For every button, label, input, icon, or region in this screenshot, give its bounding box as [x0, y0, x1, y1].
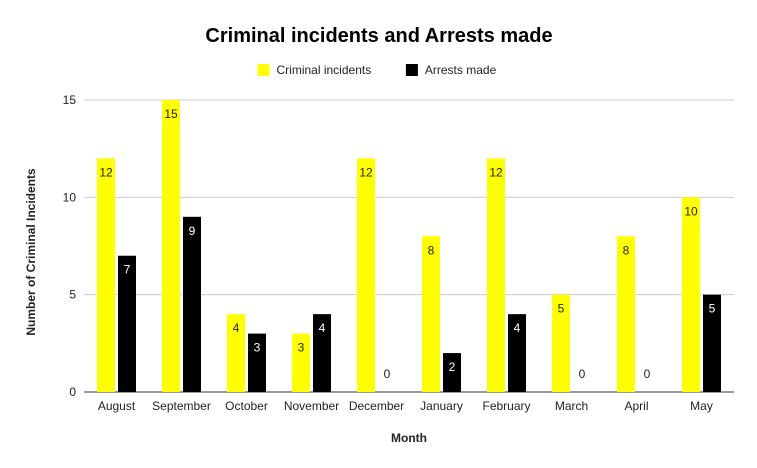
data-label: 3 — [298, 341, 305, 355]
bar-criminal-incidents[interactable] — [487, 158, 505, 392]
data-label: 9 — [189, 224, 196, 238]
data-label: 8 — [428, 243, 435, 257]
y-tick-label: 15 — [63, 93, 77, 107]
x-tick-label: May — [690, 399, 713, 413]
x-axis-title: Month — [391, 431, 427, 445]
bar-arrests-made[interactable] — [508, 314, 526, 392]
y-axis-ticks: 0 5 10 15 — [63, 93, 77, 399]
x-tick-label: December — [349, 399, 404, 413]
data-label: 0 — [579, 367, 586, 381]
x-tick-label: November — [284, 399, 339, 413]
data-label: 5 — [558, 302, 565, 316]
bar-criminal-incidents[interactable] — [552, 294, 570, 392]
data-label: 0 — [384, 367, 391, 381]
bar-criminal-incidents[interactable] — [292, 333, 310, 392]
bar-criminal-incidents[interactable] — [357, 158, 375, 392]
y-tick-label: 10 — [63, 190, 77, 204]
x-tick-label: October — [225, 399, 268, 413]
x-tick-label: September — [152, 399, 211, 413]
data-label: 4 — [319, 321, 326, 335]
bar-arrests-made[interactable] — [313, 314, 331, 392]
bar-criminal-incidents[interactable] — [682, 197, 700, 392]
x-tick-label: February — [482, 399, 530, 413]
bar-criminal-incidents[interactable] — [227, 314, 245, 392]
x-tick-label: April — [624, 399, 648, 413]
data-label: 12 — [489, 165, 503, 179]
bar-arrests-made[interactable] — [443, 353, 461, 392]
chart-title: Criminal incidents and Arrests made — [205, 25, 552, 47]
legend-label[interactable]: Arrests made — [425, 63, 497, 77]
legend-swatch — [257, 64, 270, 76]
data-label: 2 — [449, 360, 456, 374]
y-axis-title: Number of Criminal Incidents — [24, 168, 38, 336]
x-tick-label: August — [98, 399, 136, 413]
x-axis-ticks: August September October November December Ja… — [98, 399, 713, 413]
data-label: 0 — [644, 367, 651, 381]
data-label: 10 — [684, 204, 698, 218]
data-label: 5 — [709, 302, 716, 316]
x-tick-label: January — [420, 399, 463, 413]
data-label: 15 — [164, 107, 178, 121]
gridlines — [84, 99, 734, 393]
x-tick-label: March — [555, 399, 588, 413]
data-label: 12 — [99, 165, 113, 179]
data-label: 12 — [359, 165, 373, 179]
legend-swatch — [405, 64, 418, 76]
y-tick-label: 5 — [69, 288, 76, 302]
bar-arrests-made[interactable] — [118, 255, 136, 392]
bar-arrests-made[interactable] — [248, 333, 266, 392]
bar-criminal-incidents[interactable] — [617, 236, 635, 392]
data-label: 3 — [254, 341, 261, 355]
data-label: 4 — [514, 321, 521, 335]
data-label: 8 — [623, 243, 630, 257]
y-tick-label: 0 — [69, 385, 76, 399]
bar-arrests-made[interactable] — [183, 216, 201, 392]
bar-criminal-incidents[interactable] — [162, 100, 180, 392]
data-label: 4 — [233, 321, 240, 335]
legend-label[interactable]: Criminal incidents — [277, 63, 372, 77]
bar-criminal-incidents[interactable] — [422, 236, 440, 392]
legend: Criminal incidents Arrests made — [257, 63, 497, 77]
bar-arrests-made[interactable] — [703, 294, 721, 392]
bar-criminal-incidents[interactable] — [97, 158, 115, 392]
data-label: 7 — [124, 263, 131, 277]
